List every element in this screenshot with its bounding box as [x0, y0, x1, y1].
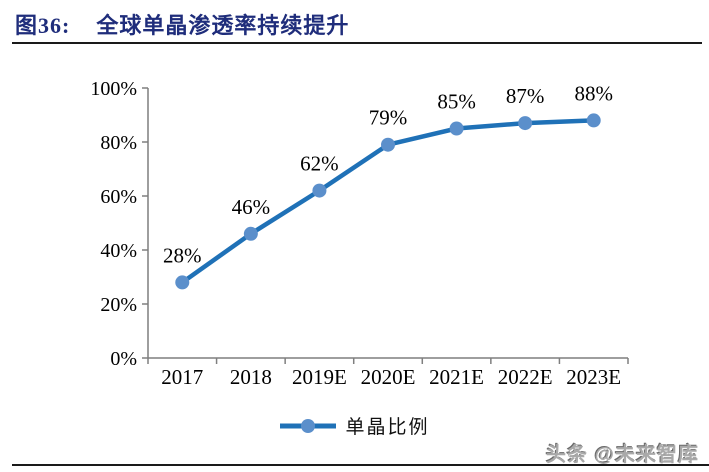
- legend-series-label: 单晶比例: [345, 417, 430, 438]
- bottom-divider: [12, 464, 709, 466]
- data-point-marker: [243, 226, 258, 241]
- x-tick-label: 2017: [161, 365, 203, 389]
- data-label: 79%: [369, 106, 408, 130]
- y-tick-label: 100%: [90, 78, 137, 100]
- data-label: 28%: [163, 243, 202, 267]
- data-point-marker: [586, 113, 601, 128]
- legend-line-marker-icon: [280, 418, 337, 433]
- data-point-marker: [175, 275, 190, 290]
- data-label: 87%: [506, 84, 545, 108]
- data-label: 46%: [232, 195, 271, 219]
- x-tick-label: 2022E: [498, 365, 553, 389]
- watermark-text: 头条 @未来智库: [545, 444, 699, 466]
- x-tick-label: 2019E: [292, 365, 347, 389]
- data-point-marker: [518, 116, 533, 131]
- y-tick-label: 20%: [100, 294, 137, 316]
- data-label: 85%: [437, 90, 476, 114]
- y-tick-label: 0%: [110, 348, 137, 370]
- chart-legend: 单晶比例: [0, 412, 709, 439]
- page-title: 全球单晶渗透率持续提升: [96, 13, 350, 38]
- x-tick-label: 2021E: [429, 365, 484, 389]
- x-tick-label: 2020E: [361, 365, 416, 389]
- line-chart: 0% 20% 40% 60% 80% 100% 2017 2018 2019E 2020E 2021…: [90, 78, 629, 389]
- data-point-marker: [449, 121, 464, 136]
- x-tick-label: 2018: [230, 365, 272, 389]
- data-point-marker: [381, 137, 395, 152]
- data-label: 62%: [300, 152, 339, 176]
- data-label: 88%: [574, 81, 613, 105]
- data-point-marker: [312, 183, 327, 198]
- figure-header: 图36: 全球单晶渗透率持续提升: [15, 8, 349, 40]
- figure-number-label: 图36:: [15, 13, 71, 38]
- x-tick-label: 2023E: [566, 365, 621, 389]
- title-divider: [12, 42, 702, 44]
- y-tick-label: 60%: [100, 186, 137, 208]
- y-tick-label: 80%: [100, 132, 137, 154]
- y-tick-label: 40%: [100, 240, 137, 262]
